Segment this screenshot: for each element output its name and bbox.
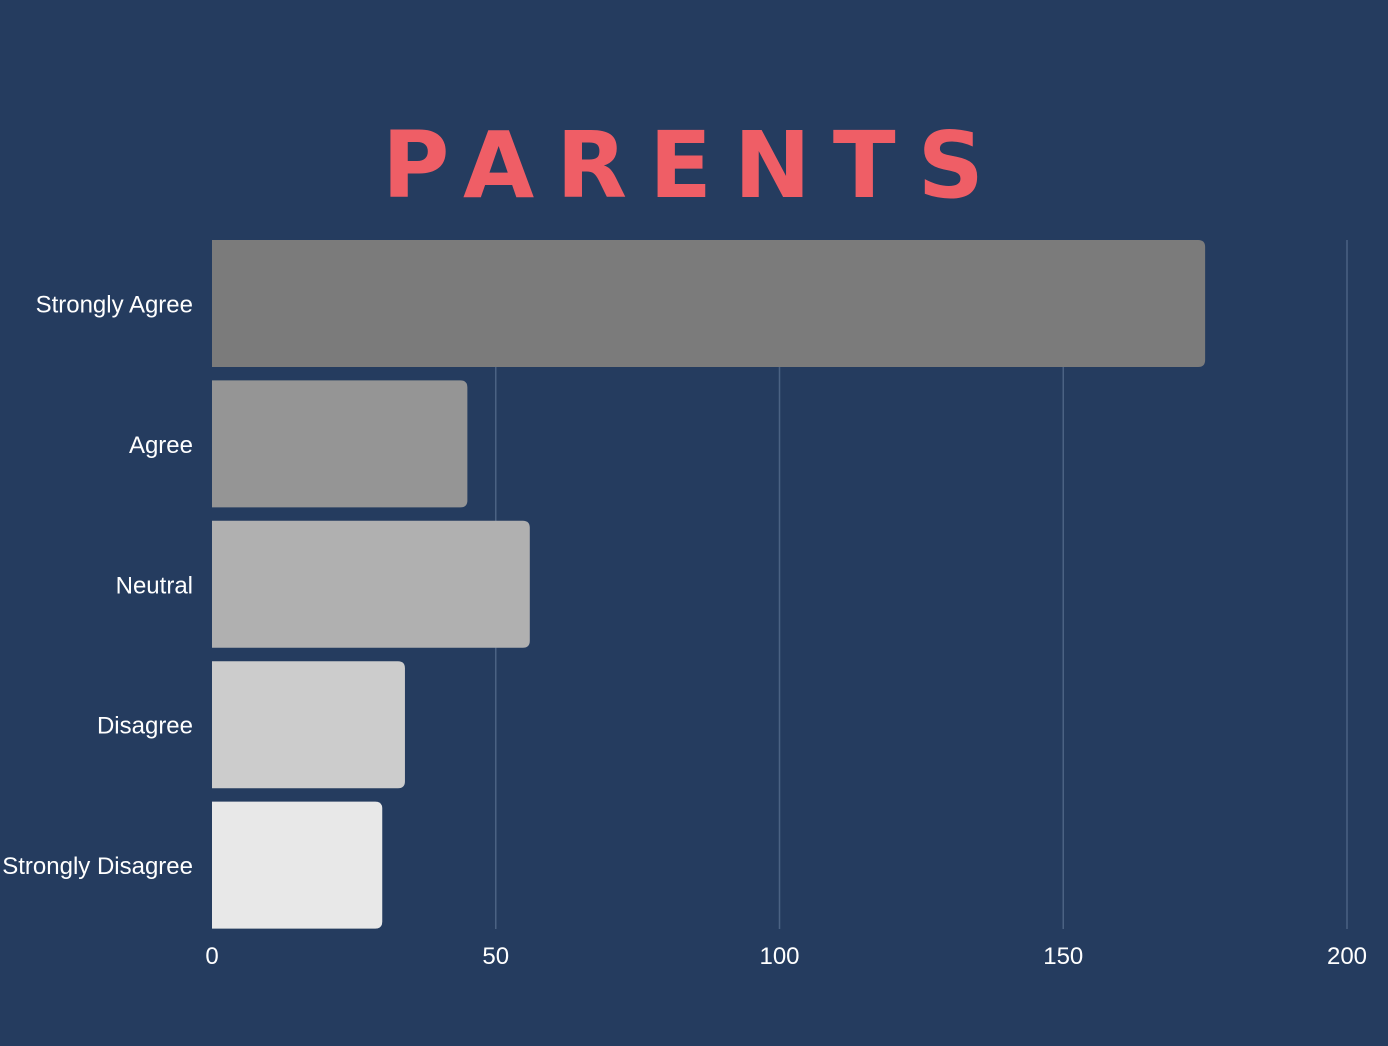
category-label: Disagree bbox=[97, 713, 193, 740]
x-tick-label: 0 bbox=[205, 943, 218, 970]
bar-strongly-disagree bbox=[212, 801, 383, 929]
category-label: Neutral bbox=[116, 572, 193, 599]
category-label: Agree bbox=[129, 432, 193, 459]
category-label: Strongly Agree bbox=[36, 292, 193, 319]
x-tick-label: 200 bbox=[1327, 943, 1367, 970]
bar-layer bbox=[212, 240, 1206, 929]
bar-strongly-agree bbox=[212, 240, 1206, 367]
x-tick-label: 100 bbox=[759, 943, 799, 970]
x-tick-label: 50 bbox=[482, 943, 509, 970]
category-label: Strongly Disagree bbox=[2, 853, 193, 880]
bar-disagree bbox=[212, 661, 405, 789]
chart-title: PARENTS bbox=[382, 112, 1006, 219]
bar-neutral bbox=[212, 520, 530, 648]
bar-agree bbox=[212, 380, 468, 508]
tick-labels: 0 50 100 150 200 bbox=[205, 943, 1367, 970]
x-tick-label: 150 bbox=[1043, 943, 1083, 970]
category-labels: Strongly Agree Agree Neutral Disagree Strong… bbox=[2, 292, 193, 881]
